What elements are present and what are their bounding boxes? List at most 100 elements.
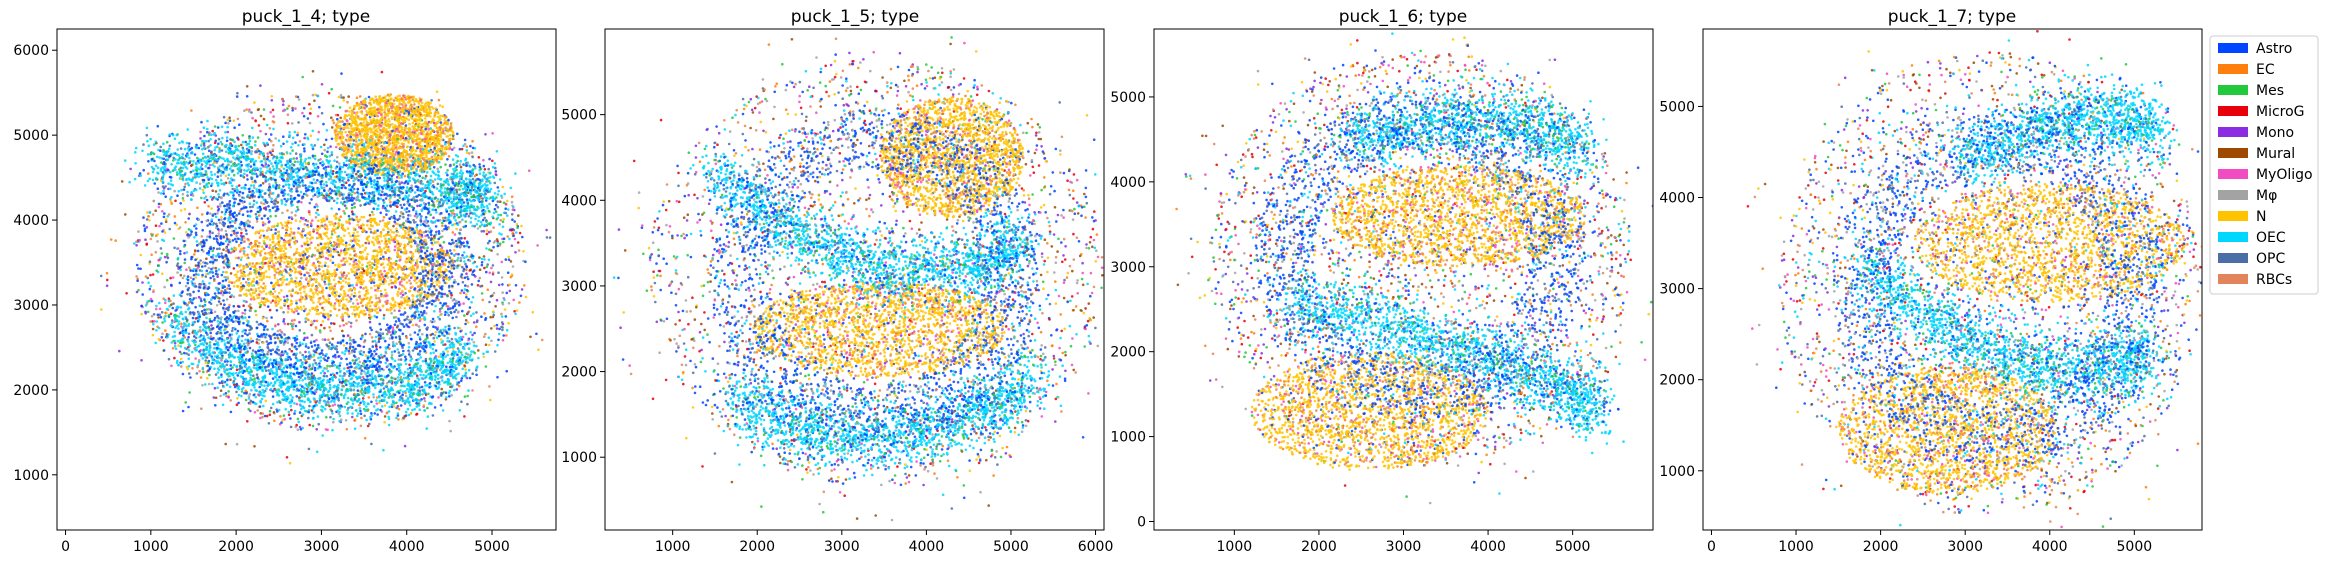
point [452,146,456,150]
point [237,244,241,248]
point [393,248,397,252]
point [411,298,415,302]
point [197,295,201,299]
point [395,416,398,420]
point [287,219,290,223]
point [492,313,496,317]
point [304,320,308,324]
point [374,335,378,339]
point [520,288,524,291]
point [224,181,228,185]
point [157,264,161,267]
point [490,339,493,343]
point [377,270,380,274]
point [372,126,376,130]
point [363,309,366,313]
point [291,122,294,125]
point [433,334,437,337]
point [330,87,334,91]
point [285,228,289,232]
point [325,251,329,254]
point [249,303,252,306]
point [227,280,231,284]
point [496,375,499,379]
point [169,276,172,280]
point [292,266,296,270]
point [164,329,167,332]
point [271,108,275,112]
point [344,281,348,284]
point [237,256,240,260]
point [321,252,324,255]
point [173,189,176,193]
point [414,263,417,267]
point [455,190,459,194]
point [477,279,481,283]
point [348,196,351,200]
point [187,405,190,409]
point [255,293,259,297]
point [309,237,312,241]
point [350,293,354,296]
point [507,255,511,259]
point [276,278,280,282]
point [396,267,400,270]
point [170,202,174,205]
point [344,294,348,298]
point [396,239,399,243]
point [353,111,356,115]
point [483,266,486,270]
point [243,109,246,112]
point [388,198,392,201]
point [169,197,172,201]
point [358,403,361,407]
point [294,107,297,110]
point [306,256,309,259]
point [387,230,390,234]
point [379,277,383,280]
point [328,286,332,289]
point [199,137,202,140]
point [327,276,330,280]
point [236,278,240,282]
point [403,128,407,132]
point [311,219,314,222]
point [451,211,454,215]
point [375,221,378,225]
point [416,276,419,280]
point [251,180,254,184]
point [510,228,513,232]
point [354,315,357,318]
point [288,131,291,134]
point [417,290,421,294]
point [281,223,284,227]
point [503,298,506,302]
point [341,279,345,283]
point [465,255,469,258]
point [345,322,348,326]
point [170,319,174,322]
point [317,300,320,304]
point [380,239,384,243]
point [331,291,335,295]
point [199,376,203,379]
point [200,407,203,411]
point [269,301,273,304]
point [280,306,283,310]
point [271,225,274,228]
point [315,450,319,454]
point [376,265,379,269]
point [374,352,378,356]
point [449,164,452,168]
point [441,263,445,266]
point [304,307,307,311]
point [296,131,300,134]
point [297,98,301,101]
point [356,230,359,234]
point [360,300,364,303]
point [248,402,252,405]
point [356,223,360,227]
point [366,291,370,295]
point [320,220,324,224]
point [299,287,302,291]
